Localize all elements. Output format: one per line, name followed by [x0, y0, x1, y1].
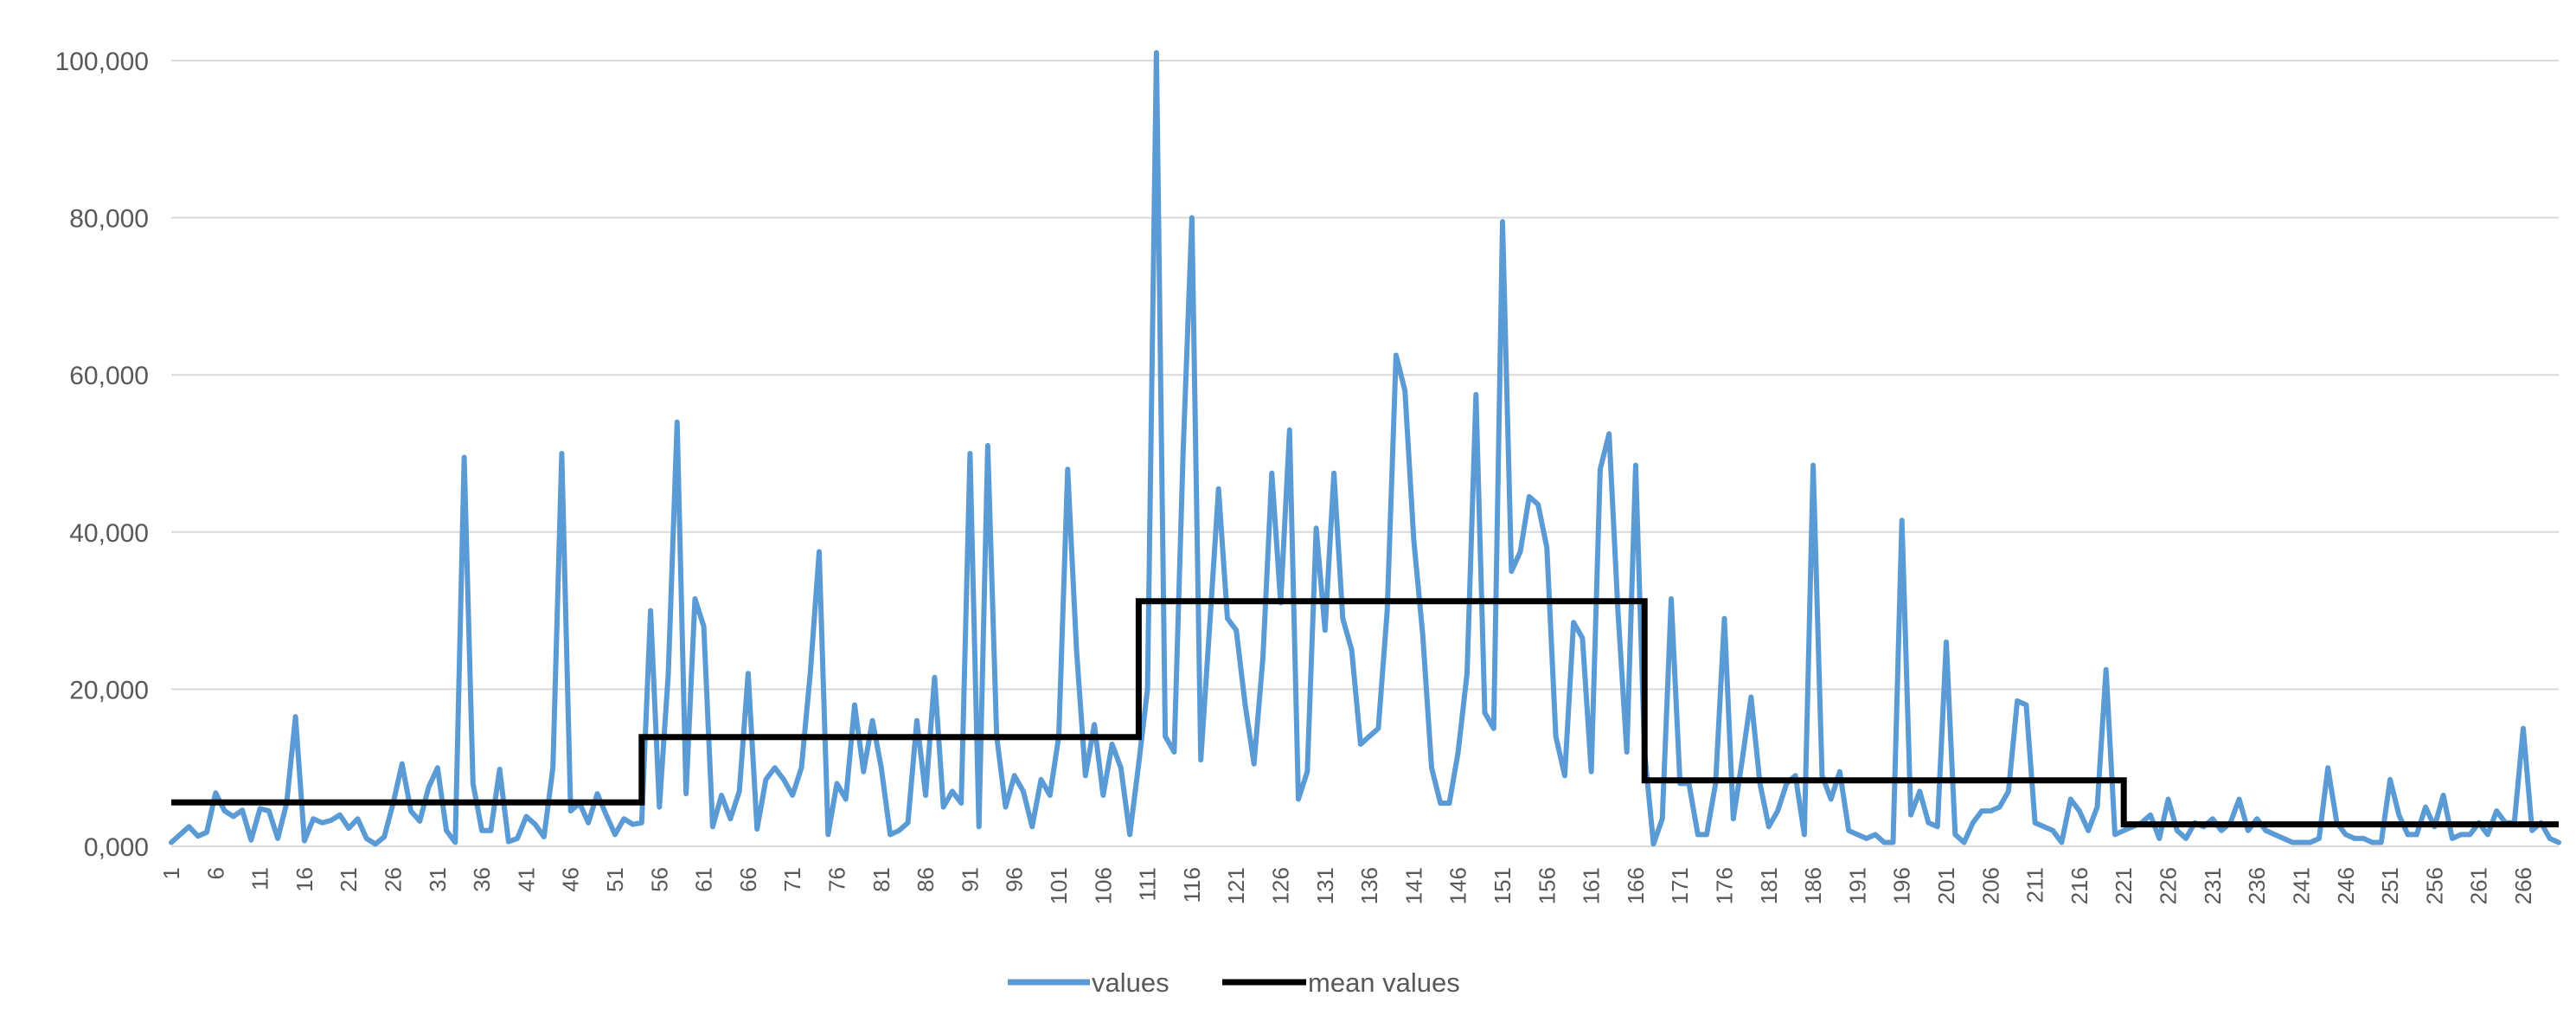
y-tick-label: 0,000 — [84, 833, 149, 862]
x-tick-label: 36 — [469, 867, 495, 892]
x-tick-label: 166 — [1623, 867, 1649, 904]
y-axis-tick-labels: 0,000 20,000 40,000 60,000 80,000 100,000 — [55, 48, 149, 862]
x-tick-label: 221 — [2111, 867, 2137, 904]
x-tick-label: 96 — [1002, 867, 1028, 892]
y-tick-label: 80,000 — [69, 205, 149, 234]
x-tick-label: 151 — [1490, 867, 1515, 904]
x-tick-label: 251 — [2377, 867, 2403, 904]
x-tick-label: 51 — [602, 867, 628, 892]
gridlines — [171, 60, 2559, 847]
x-tick-label: 226 — [2156, 867, 2182, 904]
x-tick-label: 6 — [202, 867, 228, 879]
x-tick-label: 186 — [1800, 867, 1826, 904]
x-tick-label: 146 — [1445, 867, 1471, 904]
x-tick-label: 141 — [1400, 867, 1426, 904]
legend-label-values: values — [1092, 967, 1169, 998]
x-tick-label: 161 — [1579, 867, 1605, 904]
x-tick-label: 106 — [1090, 867, 1116, 904]
x-tick-label: 16 — [292, 867, 317, 892]
x-tick-label: 181 — [1756, 867, 1782, 904]
x-tick-label: 261 — [2466, 867, 2492, 904]
x-tick-label: 211 — [2022, 867, 2048, 903]
x-tick-label: 31 — [425, 867, 451, 892]
x-tick-label: 21 — [336, 867, 362, 892]
legend: values mean values — [1008, 967, 1460, 998]
x-tick-label: 1 — [158, 867, 184, 879]
x-tick-label: 11 — [247, 867, 273, 890]
x-tick-label: 196 — [1889, 867, 1915, 904]
x-axis-tick-labels: 1 6 11 16 21 26 31 36 41 46 51 56 61 66 71 76 81 86 91 96 10… — [158, 867, 2536, 904]
series-lines — [169, 49, 2561, 847]
series-line-mean-values — [171, 598, 2559, 828]
legend-label-mean-values: mean values — [1308, 967, 1460, 998]
x-tick-label: 256 — [2421, 867, 2447, 904]
x-tick-label: 201 — [1933, 867, 1959, 904]
x-tick-label: 46 — [558, 867, 584, 892]
y-tick-label: 20,000 — [69, 676, 149, 704]
x-tick-label: 86 — [913, 867, 939, 892]
y-tick-label: 100,000 — [55, 48, 149, 76]
x-tick-label: 41 — [513, 867, 539, 892]
x-tick-label: 156 — [1534, 867, 1560, 904]
x-tick-label: 26 — [381, 867, 407, 892]
x-tick-label: 56 — [646, 867, 672, 892]
x-tick-label: 266 — [2510, 867, 2536, 904]
x-tick-label: 131 — [1312, 867, 1338, 904]
x-tick-label: 136 — [1356, 867, 1382, 904]
x-tick-label: 216 — [2067, 867, 2092, 904]
x-tick-label: 121 — [1223, 867, 1249, 904]
x-tick-label: 236 — [2244, 867, 2270, 904]
series-line-values — [169, 49, 2561, 847]
x-tick-label: 176 — [1712, 867, 1738, 904]
x-tick-label: 206 — [1977, 867, 2003, 904]
x-tick-label: 71 — [779, 867, 805, 892]
x-tick-label: 246 — [2333, 867, 2359, 904]
x-tick-label: 116 — [1179, 867, 1205, 903]
x-tick-label: 241 — [2288, 867, 2314, 904]
x-tick-label: 231 — [2200, 867, 2226, 904]
x-tick-label: 111 — [1135, 867, 1161, 902]
x-tick-label: 126 — [1268, 867, 1294, 904]
x-tick-label: 171 — [1667, 867, 1693, 904]
x-tick-label: 61 — [691, 867, 717, 892]
x-tick-label: 66 — [735, 867, 761, 892]
y-tick-label: 40,000 — [69, 519, 149, 548]
x-tick-label: 81 — [868, 867, 894, 892]
x-tick-label: 101 — [1046, 867, 1072, 904]
x-tick-label: 91 — [957, 867, 983, 892]
x-tick-label: 76 — [824, 867, 850, 892]
y-tick-label: 60,000 — [69, 362, 149, 390]
x-tick-label: 191 — [1844, 867, 1870, 904]
